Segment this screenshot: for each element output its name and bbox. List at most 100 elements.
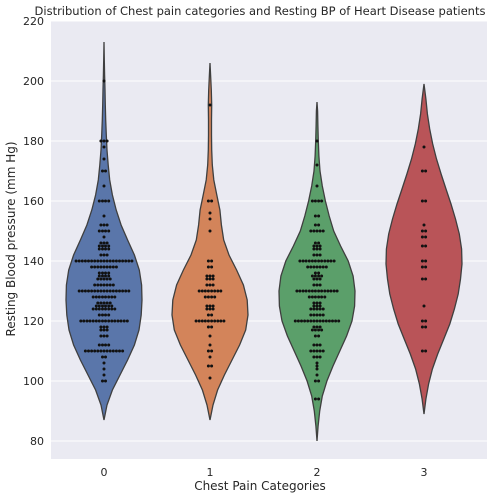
swarm-point <box>210 313 214 317</box>
swarm-point <box>82 319 86 323</box>
swarm-point <box>77 289 81 293</box>
swarm-point <box>108 265 112 269</box>
swarm-point <box>203 289 207 293</box>
swarm-point <box>87 289 90 293</box>
swarm-point <box>111 283 115 287</box>
swarm-point <box>97 247 101 251</box>
swarm-point <box>313 241 317 245</box>
swarm-point <box>315 343 319 347</box>
swarm-point <box>206 364 210 368</box>
swarm-point <box>99 334 103 338</box>
swarm-point <box>323 295 327 299</box>
swarm-point <box>124 259 128 263</box>
swarm-point <box>318 343 322 347</box>
swarm-point <box>107 343 111 347</box>
swarm-point <box>206 313 210 317</box>
swarm-point <box>105 334 109 338</box>
swarm-point <box>334 319 338 323</box>
swarm-point <box>306 319 310 323</box>
swarm-point <box>99 265 103 269</box>
swarm-point <box>96 277 100 281</box>
y-tick-label: 200 <box>23 75 44 88</box>
swarm-point <box>121 259 125 263</box>
swarm-point <box>105 265 109 269</box>
swarm-point <box>420 235 424 239</box>
swarm-point <box>99 349 103 353</box>
swarm-point <box>102 223 106 227</box>
swarm-point <box>332 289 336 293</box>
swarm-point <box>88 319 92 323</box>
swarm-point <box>206 289 210 293</box>
swarm-point <box>105 328 109 332</box>
swarm-point <box>315 355 319 359</box>
swarm-point <box>312 319 316 323</box>
swarm-point <box>205 274 209 278</box>
swarm-point <box>102 349 106 353</box>
swarm-point <box>97 295 101 299</box>
swarm-point <box>102 79 106 83</box>
swarm-point <box>317 199 321 203</box>
swarm-point <box>91 319 95 323</box>
swarm-point <box>318 349 322 353</box>
swarm-point <box>422 304 426 308</box>
swarm-point <box>213 295 217 299</box>
swarm-point <box>317 289 321 293</box>
swarm-point <box>326 259 330 263</box>
swarm-point <box>102 367 106 371</box>
swarm-point <box>312 247 316 251</box>
swarm-point <box>312 301 316 305</box>
swarm-point <box>101 343 104 347</box>
swarm-point <box>321 229 325 233</box>
swarm-point <box>97 304 101 308</box>
swarm-point <box>102 325 106 329</box>
swarm-point <box>104 355 107 359</box>
swarm-point <box>313 199 317 203</box>
swarm-point <box>309 319 313 323</box>
swarm-point <box>102 328 106 332</box>
y-tick-label: 120 <box>23 315 44 328</box>
swarm-point <box>208 304 212 308</box>
swarm-point <box>318 253 322 257</box>
swarm-point <box>309 229 313 233</box>
swarm-point <box>90 259 94 263</box>
swarm-point <box>94 319 98 323</box>
swarm-point <box>205 277 209 281</box>
swarm-point <box>104 199 107 203</box>
swarm-point <box>210 199 214 203</box>
x-tick-label: 2 <box>314 466 321 479</box>
swarm-point <box>307 259 311 263</box>
swarm-point <box>317 259 321 263</box>
swarm-point <box>315 313 319 317</box>
swarm-point <box>101 304 104 308</box>
swarm-point <box>206 349 210 353</box>
swarm-point <box>113 319 117 323</box>
swarm-point <box>93 259 97 263</box>
swarm-point <box>93 349 97 353</box>
swarm-point <box>206 325 210 329</box>
swarm-point <box>318 265 322 269</box>
swarm-point <box>309 349 313 353</box>
swarm-point <box>318 319 322 323</box>
swarm-point <box>329 259 333 263</box>
swarm-point <box>208 283 212 287</box>
swarm-point <box>96 283 100 287</box>
chart-title: Distribution of Chest pain categories an… <box>35 4 486 18</box>
swarm-point <box>208 274 212 278</box>
swarm-point <box>318 247 322 251</box>
swarm-point <box>102 301 106 305</box>
swarm-point <box>307 295 311 299</box>
swarm-point <box>108 349 112 353</box>
swarm-point <box>105 325 109 329</box>
swarm-point <box>210 325 214 329</box>
swarm-point <box>222 319 226 323</box>
swarm-point <box>108 289 112 293</box>
swarm-point <box>320 274 324 278</box>
swarm-point <box>318 283 322 287</box>
swarm-point <box>208 277 212 281</box>
swarm-point <box>203 295 207 299</box>
swarm-point <box>312 325 316 329</box>
swarm-point <box>87 259 90 263</box>
swarm-point <box>104 295 107 299</box>
swarm-point <box>102 145 106 149</box>
swarm-point <box>111 289 115 293</box>
